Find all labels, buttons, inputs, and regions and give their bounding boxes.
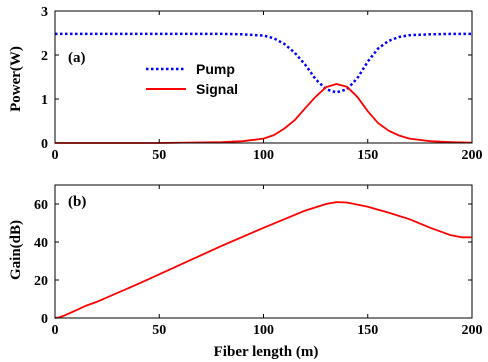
panel-b-xlabel: Fiber length (m): [214, 344, 319, 360]
panel-a-ytick-label: 0: [41, 137, 48, 152]
panel-a-ytick-label: 3: [41, 5, 48, 20]
panel-b-xtick-label: 150: [357, 323, 378, 338]
legend-signal-label: Signal: [196, 81, 238, 97]
panel-a-axes-box: [54, 10, 473, 144]
panel-b-xtick-label: 100: [253, 323, 274, 338]
panel-b-axes-box: [54, 184, 473, 319]
legend-pump-label: Pump: [196, 61, 235, 77]
panel-a-xtick-label: 150: [357, 148, 378, 163]
panel-a: 0 50 100 150 200 0 1 2 3 Power(W) (a) Pump Signa…: [8, 5, 483, 163]
panel-a-xtick-label: 0: [52, 148, 59, 163]
panel-b-ylabel: Gain(dB): [8, 220, 24, 280]
panel-b-label: (b): [68, 194, 86, 210]
panel-b-ytick-label: 40: [34, 236, 48, 251]
panel-a-series-signal-line: [55, 83, 473, 144]
panel-b: 0 50 100 150 200 0 20 40 60 Gain(dB) (b) Fiber l…: [8, 184, 483, 360]
panel-b-ytick-label: 60: [34, 198, 48, 213]
panel-b-ytick-label: 0: [41, 312, 48, 327]
panel-b-ytick-label: 20: [34, 274, 48, 289]
panel-a-xtick-label: 100: [253, 148, 274, 163]
legend: Pump Signal: [146, 61, 238, 97]
panel-b-plot-area: 0 50 100 150 200 0 20 40 60: [34, 184, 483, 338]
panel-a-ylabel: Power(W): [8, 46, 24, 112]
panel-a-xtick-label: 50: [152, 148, 166, 163]
panel-b-series-gain-line: [54, 201, 472, 319]
panel-b-xtick-label: 50: [152, 323, 166, 338]
panel-a-ytick-label: 1: [41, 93, 48, 108]
panel-a-xtick-label: 200: [462, 148, 483, 163]
panel-b-xtick-label: 200: [462, 323, 483, 338]
panel-a-label: (a): [68, 50, 86, 66]
panel-a-series-pump-line: [55, 32, 472, 94]
panel-a-ytick-label: 2: [41, 49, 48, 64]
panel-a-plot-area: 0 50 100 150 200 0 1 2 3: [41, 5, 483, 163]
panel-b-xtick-label: 0: [52, 323, 59, 338]
